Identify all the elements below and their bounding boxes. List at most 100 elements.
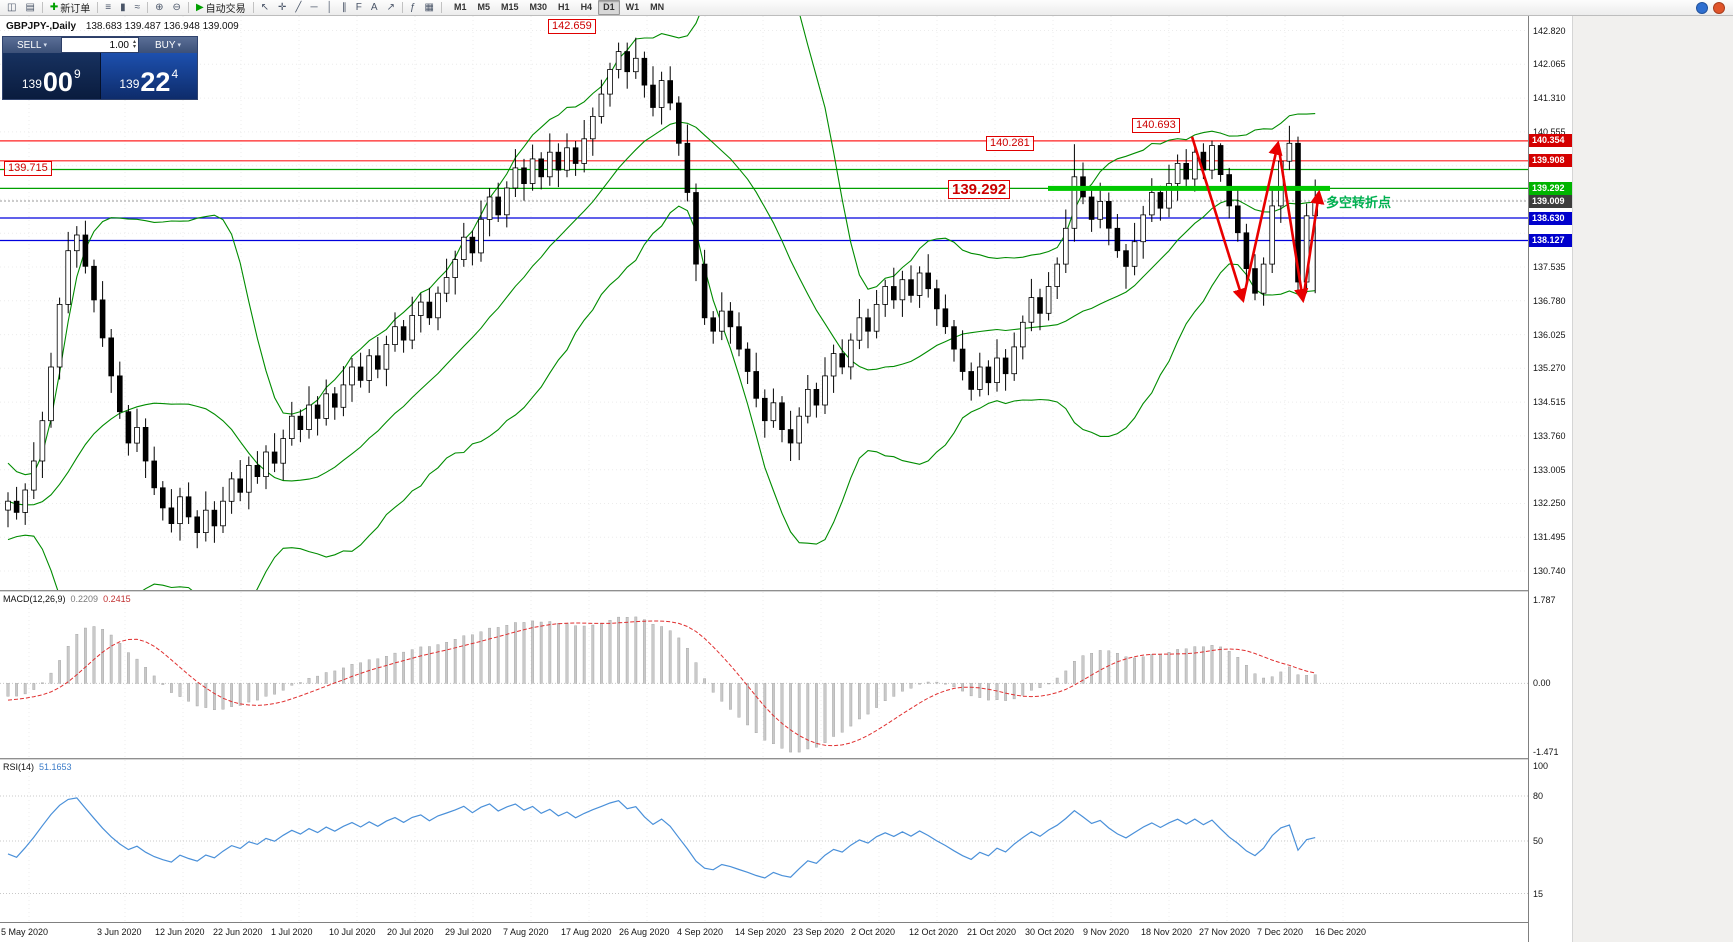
toolbar-separator (440, 2, 442, 13)
buy-price-button[interactable]: 139 22 4 (100, 53, 197, 99)
date-axis-label: 23 Sep 2020 (793, 927, 845, 937)
arrow-object-icon[interactable]: ↗ (383, 0, 399, 16)
fibonacci-icon[interactable]: F (352, 0, 366, 16)
date-axis-label: 14 Sep 2020 (735, 927, 787, 937)
price-axis-label: 136.780 (1533, 296, 1566, 306)
date-axis-label: 18 Nov 2020 (1141, 927, 1193, 937)
price-callout[interactable]: 139.292 (948, 180, 1011, 199)
trendline-icon: ╱ (295, 1, 302, 13)
text-label-icon: A (370, 1, 378, 13)
sell-button-label: SELL (17, 39, 42, 51)
rsi-axis-label: 80 (1533, 791, 1544, 801)
indicators-icon[interactable]: ƒ (406, 0, 420, 16)
macd-main-value: 0.2209 (70, 594, 99, 604)
rsi-axis-label: 50 (1533, 836, 1544, 846)
bar-chart-icon[interactable]: ≡ (101, 0, 115, 16)
price-callout[interactable]: 142.659 (548, 19, 596, 34)
new-chart-icon[interactable]: ◫ (3, 0, 20, 16)
chart-window[interactable]: 5 May 2020 3 Jun 2020 12 Jun 2020 22 Jun 20… (0, 16, 1572, 942)
timeframe-w1[interactable]: W1 (625, 2, 640, 12)
templates-icon[interactable]: ▦ (421, 0, 438, 16)
toolbar-right-icons (1696, 1, 1730, 14)
timeframe-h1[interactable]: H1 (558, 2, 570, 12)
fibonacci-icon: F (355, 1, 362, 13)
annotation-note: 多空转折点 (1326, 195, 1392, 210)
toolbar-separator (147, 2, 149, 13)
date-axis-label: 7 Dec 2020 (1257, 927, 1304, 937)
price-marker: 139.908 (1529, 154, 1572, 167)
price-axis[interactable]: 142.820 142.065 141.310 140.555 137.535 136.7… (1528, 16, 1572, 942)
rsi-axis-label: 100 (1533, 761, 1549, 771)
news-icon[interactable] (1713, 1, 1725, 14)
price-marker: 140.354 (1529, 134, 1572, 147)
date-axis-label: 12 Oct 2020 (909, 927, 959, 937)
profiles-icon[interactable]: ▤ (21, 0, 38, 16)
panel-splitter-macd[interactable] (0, 590, 1528, 592)
date-axis-label: 17 Aug 2020 (561, 927, 612, 937)
cursor-icon[interactable]: ↖ (257, 0, 273, 16)
price-callout[interactable]: 140.693 (1132, 118, 1180, 133)
timeframe-d1[interactable]: D1 (598, 0, 620, 15)
chevron-down-icon: ▾ (43, 41, 47, 49)
price-marker: 138.127 (1529, 234, 1572, 247)
zoom-in-icon: ⊕ (155, 1, 164, 13)
macd-axis-label: -1.471 (1533, 747, 1559, 757)
buy-price-big: 22 (140, 67, 171, 97)
price-axis-label: 133.005 (1533, 465, 1566, 475)
sell-price-button[interactable]: 139 00 9 (3, 53, 101, 99)
timeframe-h4[interactable]: H4 (580, 2, 593, 12)
vertical-line-icon[interactable]: │ (323, 0, 337, 16)
date-axis-label: 7 Aug 2020 (503, 927, 549, 937)
timeframe-m15[interactable]: M15 (501, 2, 519, 12)
cursor-icon: ↖ (260, 1, 270, 13)
zoom-in-icon[interactable]: ⊕ (151, 0, 167, 16)
toolbar-separator (401, 2, 403, 13)
zoom-out-icon[interactable]: ⊖ (169, 0, 185, 16)
line-chart-icon[interactable]: ≈ (131, 0, 145, 16)
text-label-icon[interactable]: A (367, 0, 382, 16)
new-chart-icon: ◫ (7, 1, 17, 13)
trendline-icon[interactable]: ╱ (291, 0, 305, 16)
chart-canvas[interactable] (0, 16, 1528, 922)
autotrading-button[interactable]: ▶ 自动交易 (192, 0, 250, 16)
crosshair-icon[interactable]: ✛ (274, 0, 290, 16)
price-callout[interactable]: 140.281 (986, 136, 1034, 151)
toolbar-separator (41, 2, 43, 13)
bar-chart-icon: ≡ (105, 1, 112, 13)
price-axis-label: 132.250 (1533, 498, 1566, 508)
price-axis-label: 141.310 (1533, 93, 1566, 103)
price-callout[interactable]: 139.715 (4, 161, 52, 176)
chevron-down-icon: ▾ (177, 41, 182, 49)
price-axis-label: 137.535 (1533, 262, 1566, 272)
buy-price-prefix: 139 (119, 77, 140, 91)
new-order-button[interactable]: ✚ 新订单 (46, 0, 94, 16)
date-axis-label: 21 Oct 2020 (967, 927, 1017, 937)
channel-icon: ∥ (341, 1, 347, 13)
community-icon[interactable] (1696, 1, 1708, 14)
timeframe-m1[interactable]: M1 (453, 2, 467, 12)
symbol-ohlc-values: 138.683 139.487 136.948 139.009 (85, 21, 239, 32)
buy-button[interactable]: BUY ▾ (139, 37, 197, 53)
volume-stepper[interactable]: ▴ ▾ (132, 39, 136, 50)
date-axis-label: 5 May 2020 (1, 927, 49, 937)
candlestick-chart-icon[interactable]: ▮ (116, 0, 130, 16)
channel-icon[interactable]: ∥ (338, 0, 351, 16)
toolbar-separator (187, 2, 189, 13)
buy-price-pip: 4 (171, 67, 179, 81)
price-axis-label: 142.820 (1533, 26, 1566, 36)
vertical-line-icon: │ (326, 1, 333, 13)
toolbar-separator (252, 2, 254, 13)
volume-field[interactable]: ▴▾ (61, 37, 139, 53)
crosshair-icon: ✛ (278, 1, 287, 13)
macd-axis-label: 0.00 (1533, 678, 1551, 688)
horizontal-line-icon[interactable]: ─ (306, 0, 321, 16)
timeframe-m5[interactable]: M5 (477, 2, 491, 12)
toolbar-separator (97, 2, 99, 13)
timeframe-m30[interactable]: M30 (529, 2, 548, 12)
timeframe-mn[interactable]: MN (650, 2, 665, 12)
volume-input[interactable] (74, 39, 131, 51)
sell-button[interactable]: SELL ▾ (3, 37, 61, 53)
time-axis[interactable]: 5 May 2020 3 Jun 2020 12 Jun 2020 22 Jun 20… (0, 922, 1528, 942)
panel-splitter-rsi[interactable] (0, 758, 1528, 760)
